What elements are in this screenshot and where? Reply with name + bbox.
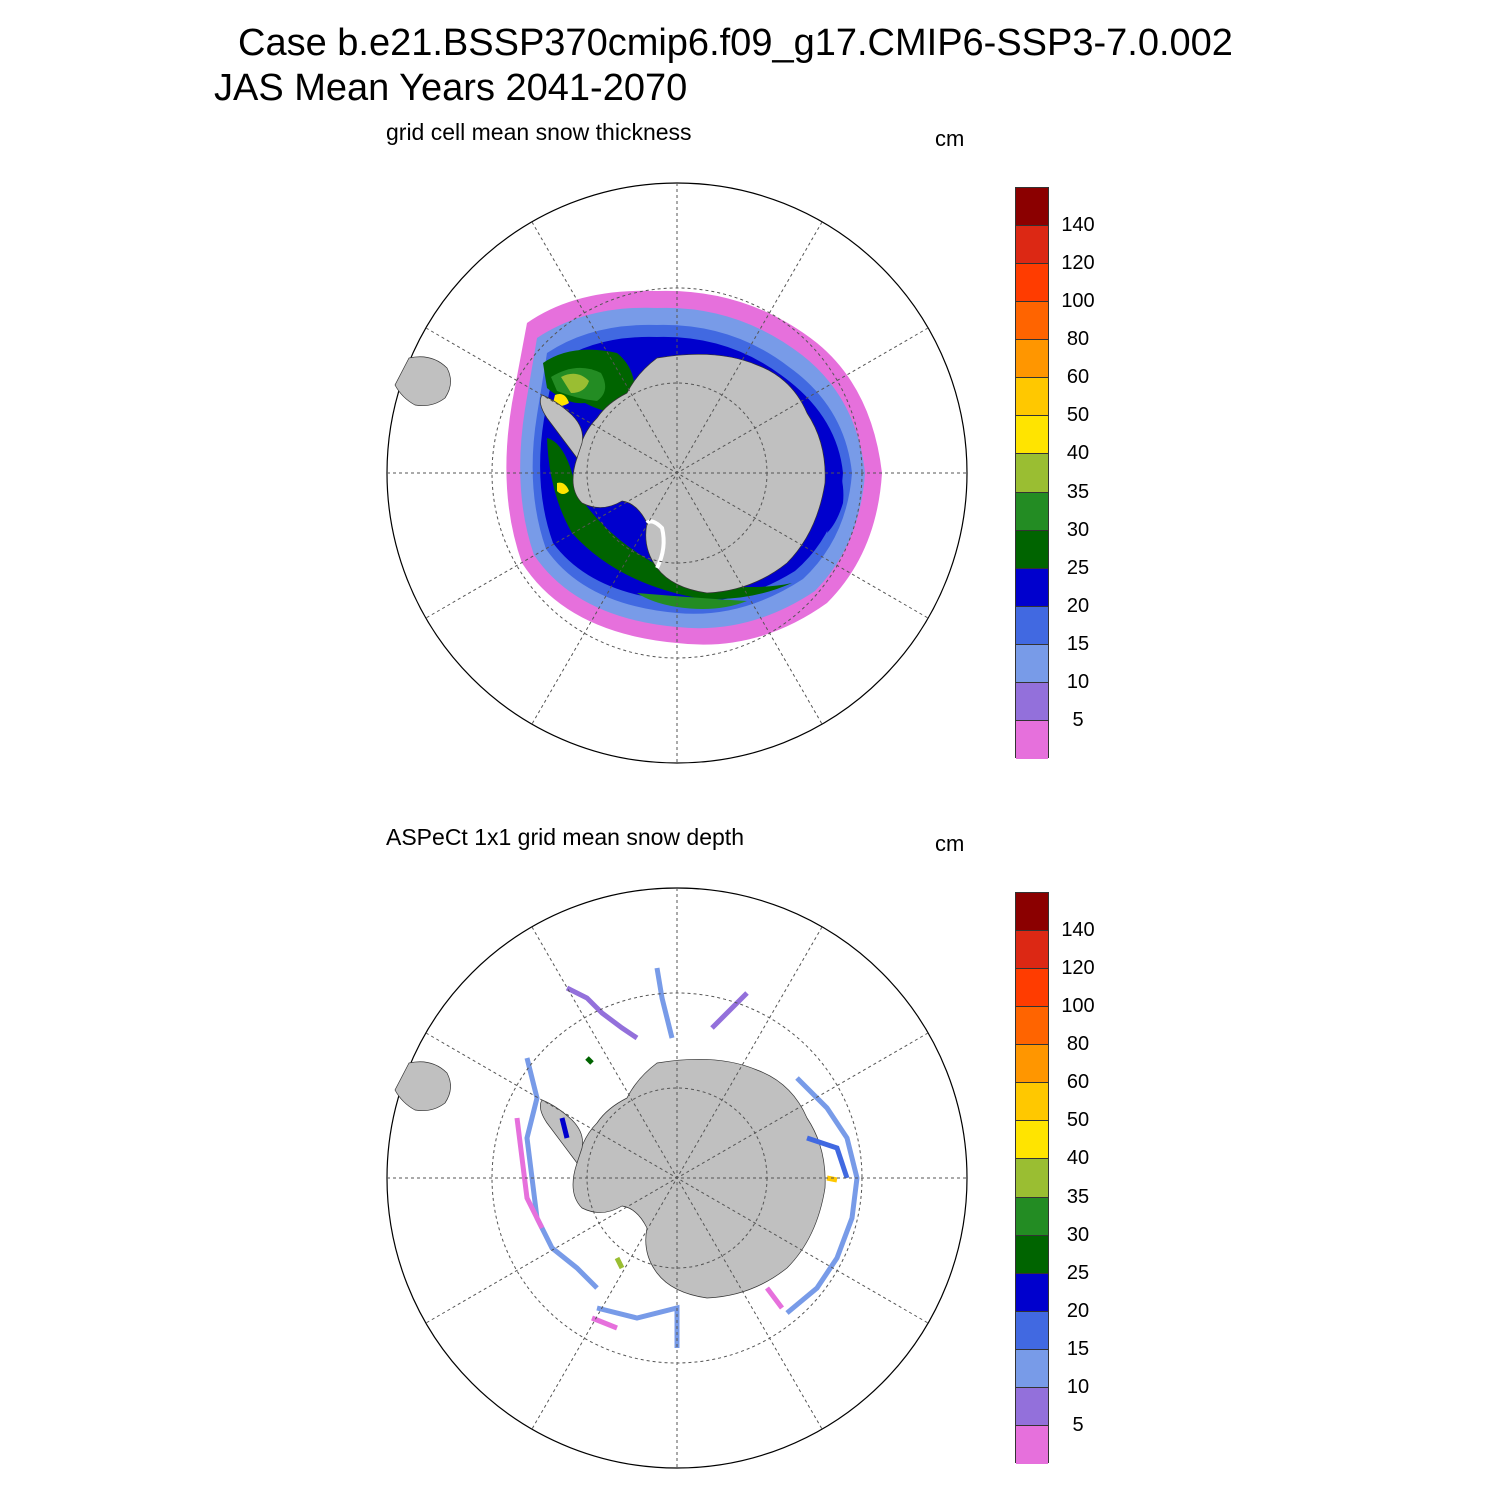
colorbar-segment [1016,969,1048,1008]
colorbar-label: 40 [1066,1147,1090,1170]
colorbar-segment [1016,302,1048,341]
colorbar-label: 80 [1066,1033,1090,1056]
south-america-landmass [394,1061,451,1112]
colorbar-label: 120 [1061,252,1095,275]
colorbar-label: 20 [1066,1299,1090,1322]
colorbar-segment [1016,1311,1048,1350]
colorbar-label: 35 [1066,480,1090,503]
colorbar-label: 100 [1061,995,1095,1018]
ship-track-observations [514,967,860,1348]
panel-1-subtitle: grid cell mean snow thickness [386,119,692,145]
colorbar-label: 10 [1066,1375,1090,1398]
figure-title-line-2: JAS Mean Years 2041-2070 [214,67,688,109]
colorbar-segment [1016,530,1048,569]
colorbar-segment [1016,1121,1048,1160]
colorbar-label: 10 [1066,670,1090,693]
colorbar-segment [1016,378,1048,417]
colorbar-segment [1016,644,1048,683]
colorbar-segment [1016,1007,1048,1046]
colorbar-segment [1016,1349,1048,1388]
colorbar-label: 25 [1066,556,1090,579]
colorbar-segment [1016,340,1048,379]
colorbar-label: 120 [1061,957,1095,980]
colorbar-label: 35 [1066,1185,1090,1208]
antarctica-landmass [540,353,826,594]
colorbar-label: 50 [1066,404,1090,427]
colorbar-segment [1016,720,1048,759]
colorbar-segment [1016,1197,1048,1236]
colorbar-segment [1016,1273,1048,1312]
south-america-landmass [394,356,451,407]
colorbar-segment [1016,416,1048,455]
colorbar-segment [1016,1045,1048,1084]
colorbar-label: 60 [1066,366,1090,389]
colorbar-label: 15 [1066,632,1090,655]
colorbar-segment [1016,1235,1048,1274]
panel-1-colorbar [1015,187,1049,759]
colorbar-segment [1016,931,1048,970]
panel-2-units: cm [935,831,965,856]
colorbar-segment [1016,1425,1048,1464]
colorbar-segment [1016,226,1048,265]
colorbar-segment [1016,264,1048,303]
figure-title-line-1: Case b.e21.BSSP370cmip6.f09_g17.CMIP6-SS… [238,22,1233,64]
colorbar-label: 5 [1072,1413,1084,1436]
colorbar-segment [1016,682,1048,721]
colorbar-segment [1016,568,1048,607]
colorbar-segment [1016,1159,1048,1198]
colorbar-segment [1016,492,1048,531]
colorbar-label: 40 [1066,442,1090,465]
antarctica-landmass [540,1058,826,1299]
graticule [387,183,967,763]
colorbar-label: 25 [1066,1261,1090,1284]
colorbar-segment [1016,188,1048,227]
colorbar-label: 20 [1066,594,1090,617]
panel-2-colorbar [1015,892,1049,1464]
graticule [387,888,967,1468]
colorbar-label: 30 [1066,518,1090,541]
colorbar-label: 100 [1061,290,1095,313]
colorbar-label: 15 [1066,1337,1090,1360]
colorbar-segment [1016,1083,1048,1122]
colorbar-segment [1016,454,1048,493]
colorbar-segment [1016,893,1048,932]
colorbar-label: 5 [1072,708,1084,731]
colorbar-label: 50 [1066,1109,1090,1132]
panel-1-units: cm [935,126,965,151]
colorbar-label: 140 [1061,919,1095,942]
colorbar-segment [1016,606,1048,645]
colorbar-label: 60 [1066,1071,1090,1094]
colorbar-label: 140 [1061,214,1095,237]
colorbar-label: 80 [1066,328,1090,351]
colorbar-label: 30 [1066,1223,1090,1246]
panel-2-subtitle: ASPeCt 1x1 grid mean snow depth [386,824,744,850]
colorbar-segment [1016,1387,1048,1426]
